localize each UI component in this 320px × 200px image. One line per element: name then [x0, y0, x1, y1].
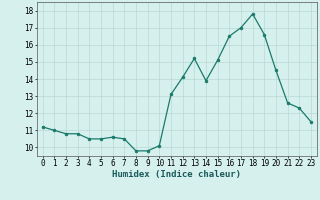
X-axis label: Humidex (Indice chaleur): Humidex (Indice chaleur) [112, 170, 241, 179]
